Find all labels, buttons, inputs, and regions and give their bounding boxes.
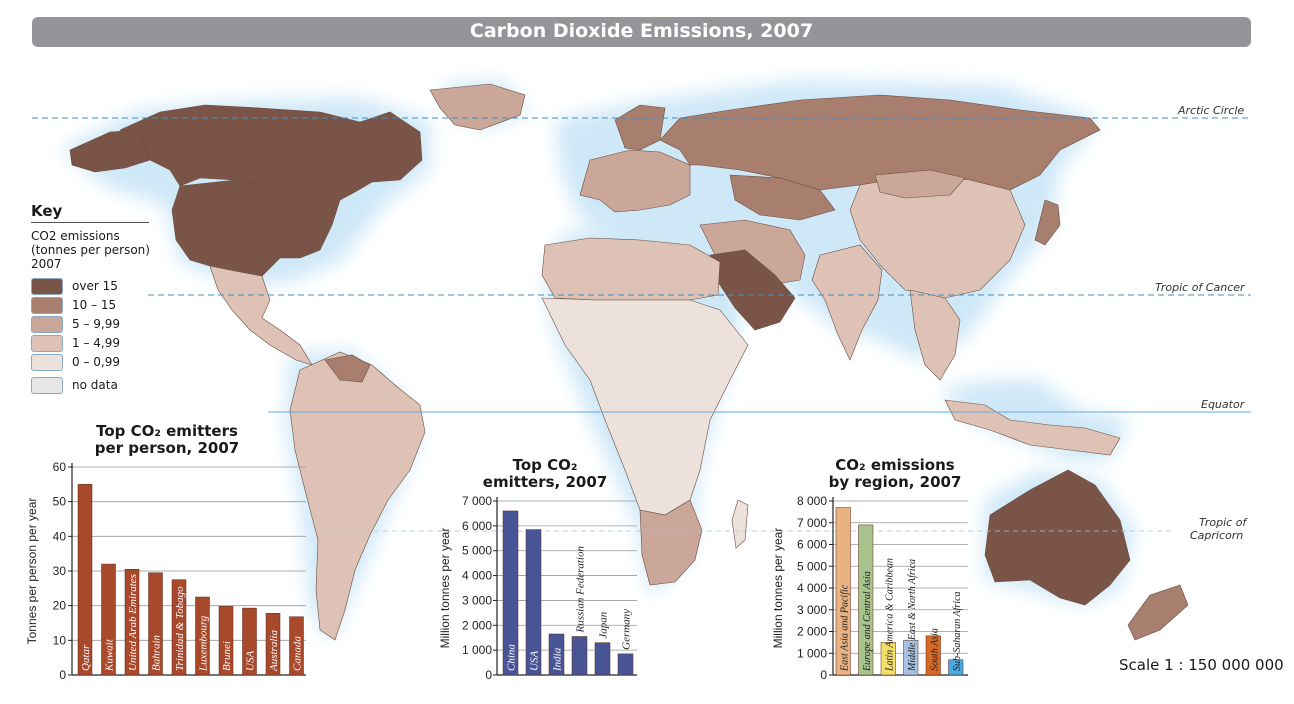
key-item: no data — [31, 376, 161, 394]
map-scale: Scale 1 : 150 000 000 — [1119, 656, 1284, 674]
key-item-label: 10 – 15 — [72, 298, 117, 312]
map-country-alaska — [69, 129, 151, 173]
map-country-china — [849, 174, 1026, 299]
key-item-label: 1 – 4,99 — [72, 336, 120, 350]
key-item: 5 – 9,99 — [31, 315, 161, 333]
map-country-kazakhstan — [729, 174, 836, 221]
map-land — [69, 83, 1189, 641]
key-item-label: no data — [72, 378, 118, 392]
map-title: Carbon Dioxide Emissions, 2007 — [469, 20, 814, 42]
chart-top-emitters-title: Top CO₂ emitters, 2007 — [480, 457, 610, 491]
chart-by-region-title-line-1: CO₂ emissions — [835, 456, 955, 474]
map-country-russia — [659, 94, 1101, 191]
key-item: 10 – 15 — [31, 296, 161, 314]
map-country-saudi-arabia — [709, 249, 796, 331]
key-item-label: 5 – 9,99 — [72, 317, 120, 331]
title-bar: Carbon Dioxide Emissions, 2007 — [32, 17, 1251, 47]
key-subtitle-line-1: CO2 emissions — [31, 229, 120, 243]
map-country-africa-north — [541, 237, 721, 301]
tropic-of-capricorn-label-1: Tropic of — [1199, 516, 1247, 529]
tropic-of-cancer-label: Tropic of Cancer — [1155, 281, 1245, 294]
map-country-europe — [579, 149, 691, 213]
chart-top-emitters-title-line-1: Top CO₂ — [512, 456, 578, 474]
map-country-usa — [171, 179, 341, 277]
key-subtitle-line-2: (tonnes per person) — [31, 243, 150, 257]
chart-by-region-title-line-2: by region, 2007 — [828, 473, 962, 491]
key-swatch — [31, 376, 63, 394]
map-key: Key CO2 emissions (tonnes per person) 20… — [31, 202, 161, 394]
map-country-greenland — [429, 83, 526, 131]
key-items: over 15 10 – 15 5 – 9,99 1 – 4,99 0 – 0,99 no… — [31, 277, 161, 394]
map-country-africa-central — [541, 297, 749, 516]
arctic-circle-label: Arctic Circle — [1178, 104, 1245, 117]
equator-label: Equator — [1201, 398, 1245, 411]
chart-per-person-title-line-2: per person, 2007 — [94, 439, 240, 457]
map-country-indonesia — [944, 399, 1121, 456]
key-title: Key — [31, 202, 149, 223]
key-item: 0 – 0,99 — [31, 353, 161, 371]
map-country-southeast-asia — [909, 289, 961, 381]
map-country-australia — [984, 469, 1131, 606]
key-subtitle-line-3: 2007 — [31, 257, 62, 271]
map-country-venezuela — [324, 354, 371, 383]
chart-per-person-title: Top CO₂ emitters per person, 2007 — [82, 423, 252, 457]
key-subtitle: CO2 emissions (tonnes per person) 2007 — [31, 229, 161, 271]
chart-top-emitters-title-line-2: emitters, 2007 — [482, 473, 608, 491]
key-swatch — [31, 353, 63, 371]
map-country-south-america — [289, 351, 426, 641]
tropic-of-capricorn-label-2: Capricorn — [1190, 529, 1244, 542]
map-country-mexico — [209, 265, 313, 366]
key-swatch — [31, 334, 63, 352]
map-country-canada — [119, 104, 423, 201]
chart-per-person-title-line-1: Top CO₂ emitters — [96, 422, 238, 440]
key-item-label: 0 – 0,99 — [72, 355, 120, 369]
map-country-south-africa — [639, 499, 703, 586]
map-country-india — [811, 244, 883, 361]
map-country-new-zealand — [1127, 584, 1189, 641]
key-item: over 15 — [31, 277, 161, 295]
reference-lines — [32, 117, 1251, 532]
key-swatch — [31, 277, 63, 295]
map-country-japan — [1034, 199, 1061, 246]
key-item: 1 – 4,99 — [31, 334, 161, 352]
key-swatch — [31, 315, 63, 333]
map-country-mongolia — [874, 169, 966, 199]
chart-by-region-title: CO₂ emissions by region, 2007 — [815, 457, 975, 491]
key-item-label: over 15 — [72, 279, 118, 293]
map-country-madagascar — [731, 499, 749, 549]
key-swatch — [31, 296, 63, 314]
